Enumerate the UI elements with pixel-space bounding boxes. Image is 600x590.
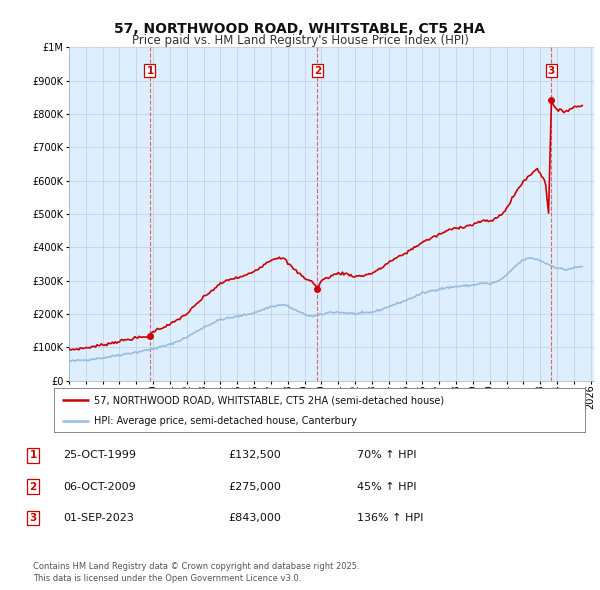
Text: Contains HM Land Registry data © Crown copyright and database right 2025.: Contains HM Land Registry data © Crown c… [33, 562, 359, 571]
Text: 3: 3 [548, 65, 555, 76]
Text: Price paid vs. HM Land Registry's House Price Index (HPI): Price paid vs. HM Land Registry's House … [131, 34, 469, 47]
Text: 3: 3 [29, 513, 37, 523]
Text: HPI: Average price, semi-detached house, Canterbury: HPI: Average price, semi-detached house,… [94, 416, 356, 426]
Text: 1: 1 [29, 451, 37, 460]
Text: 06-OCT-2009: 06-OCT-2009 [63, 482, 136, 491]
Text: 2: 2 [29, 482, 37, 491]
Text: 2: 2 [314, 65, 321, 76]
Text: 25-OCT-1999: 25-OCT-1999 [63, 451, 136, 460]
Text: 70% ↑ HPI: 70% ↑ HPI [357, 451, 416, 460]
Text: 01-SEP-2023: 01-SEP-2023 [63, 513, 134, 523]
Text: £843,000: £843,000 [228, 513, 281, 523]
Text: £275,000: £275,000 [228, 482, 281, 491]
Text: 45% ↑ HPI: 45% ↑ HPI [357, 482, 416, 491]
Text: 57, NORTHWOOD ROAD, WHITSTABLE, CT5 2HA: 57, NORTHWOOD ROAD, WHITSTABLE, CT5 2HA [115, 22, 485, 37]
Text: 1: 1 [146, 65, 154, 76]
Text: This data is licensed under the Open Government Licence v3.0.: This data is licensed under the Open Gov… [33, 574, 301, 583]
Text: £132,500: £132,500 [228, 451, 281, 460]
Text: 136% ↑ HPI: 136% ↑ HPI [357, 513, 424, 523]
Text: 57, NORTHWOOD ROAD, WHITSTABLE, CT5 2HA (semi-detached house): 57, NORTHWOOD ROAD, WHITSTABLE, CT5 2HA … [94, 395, 444, 405]
